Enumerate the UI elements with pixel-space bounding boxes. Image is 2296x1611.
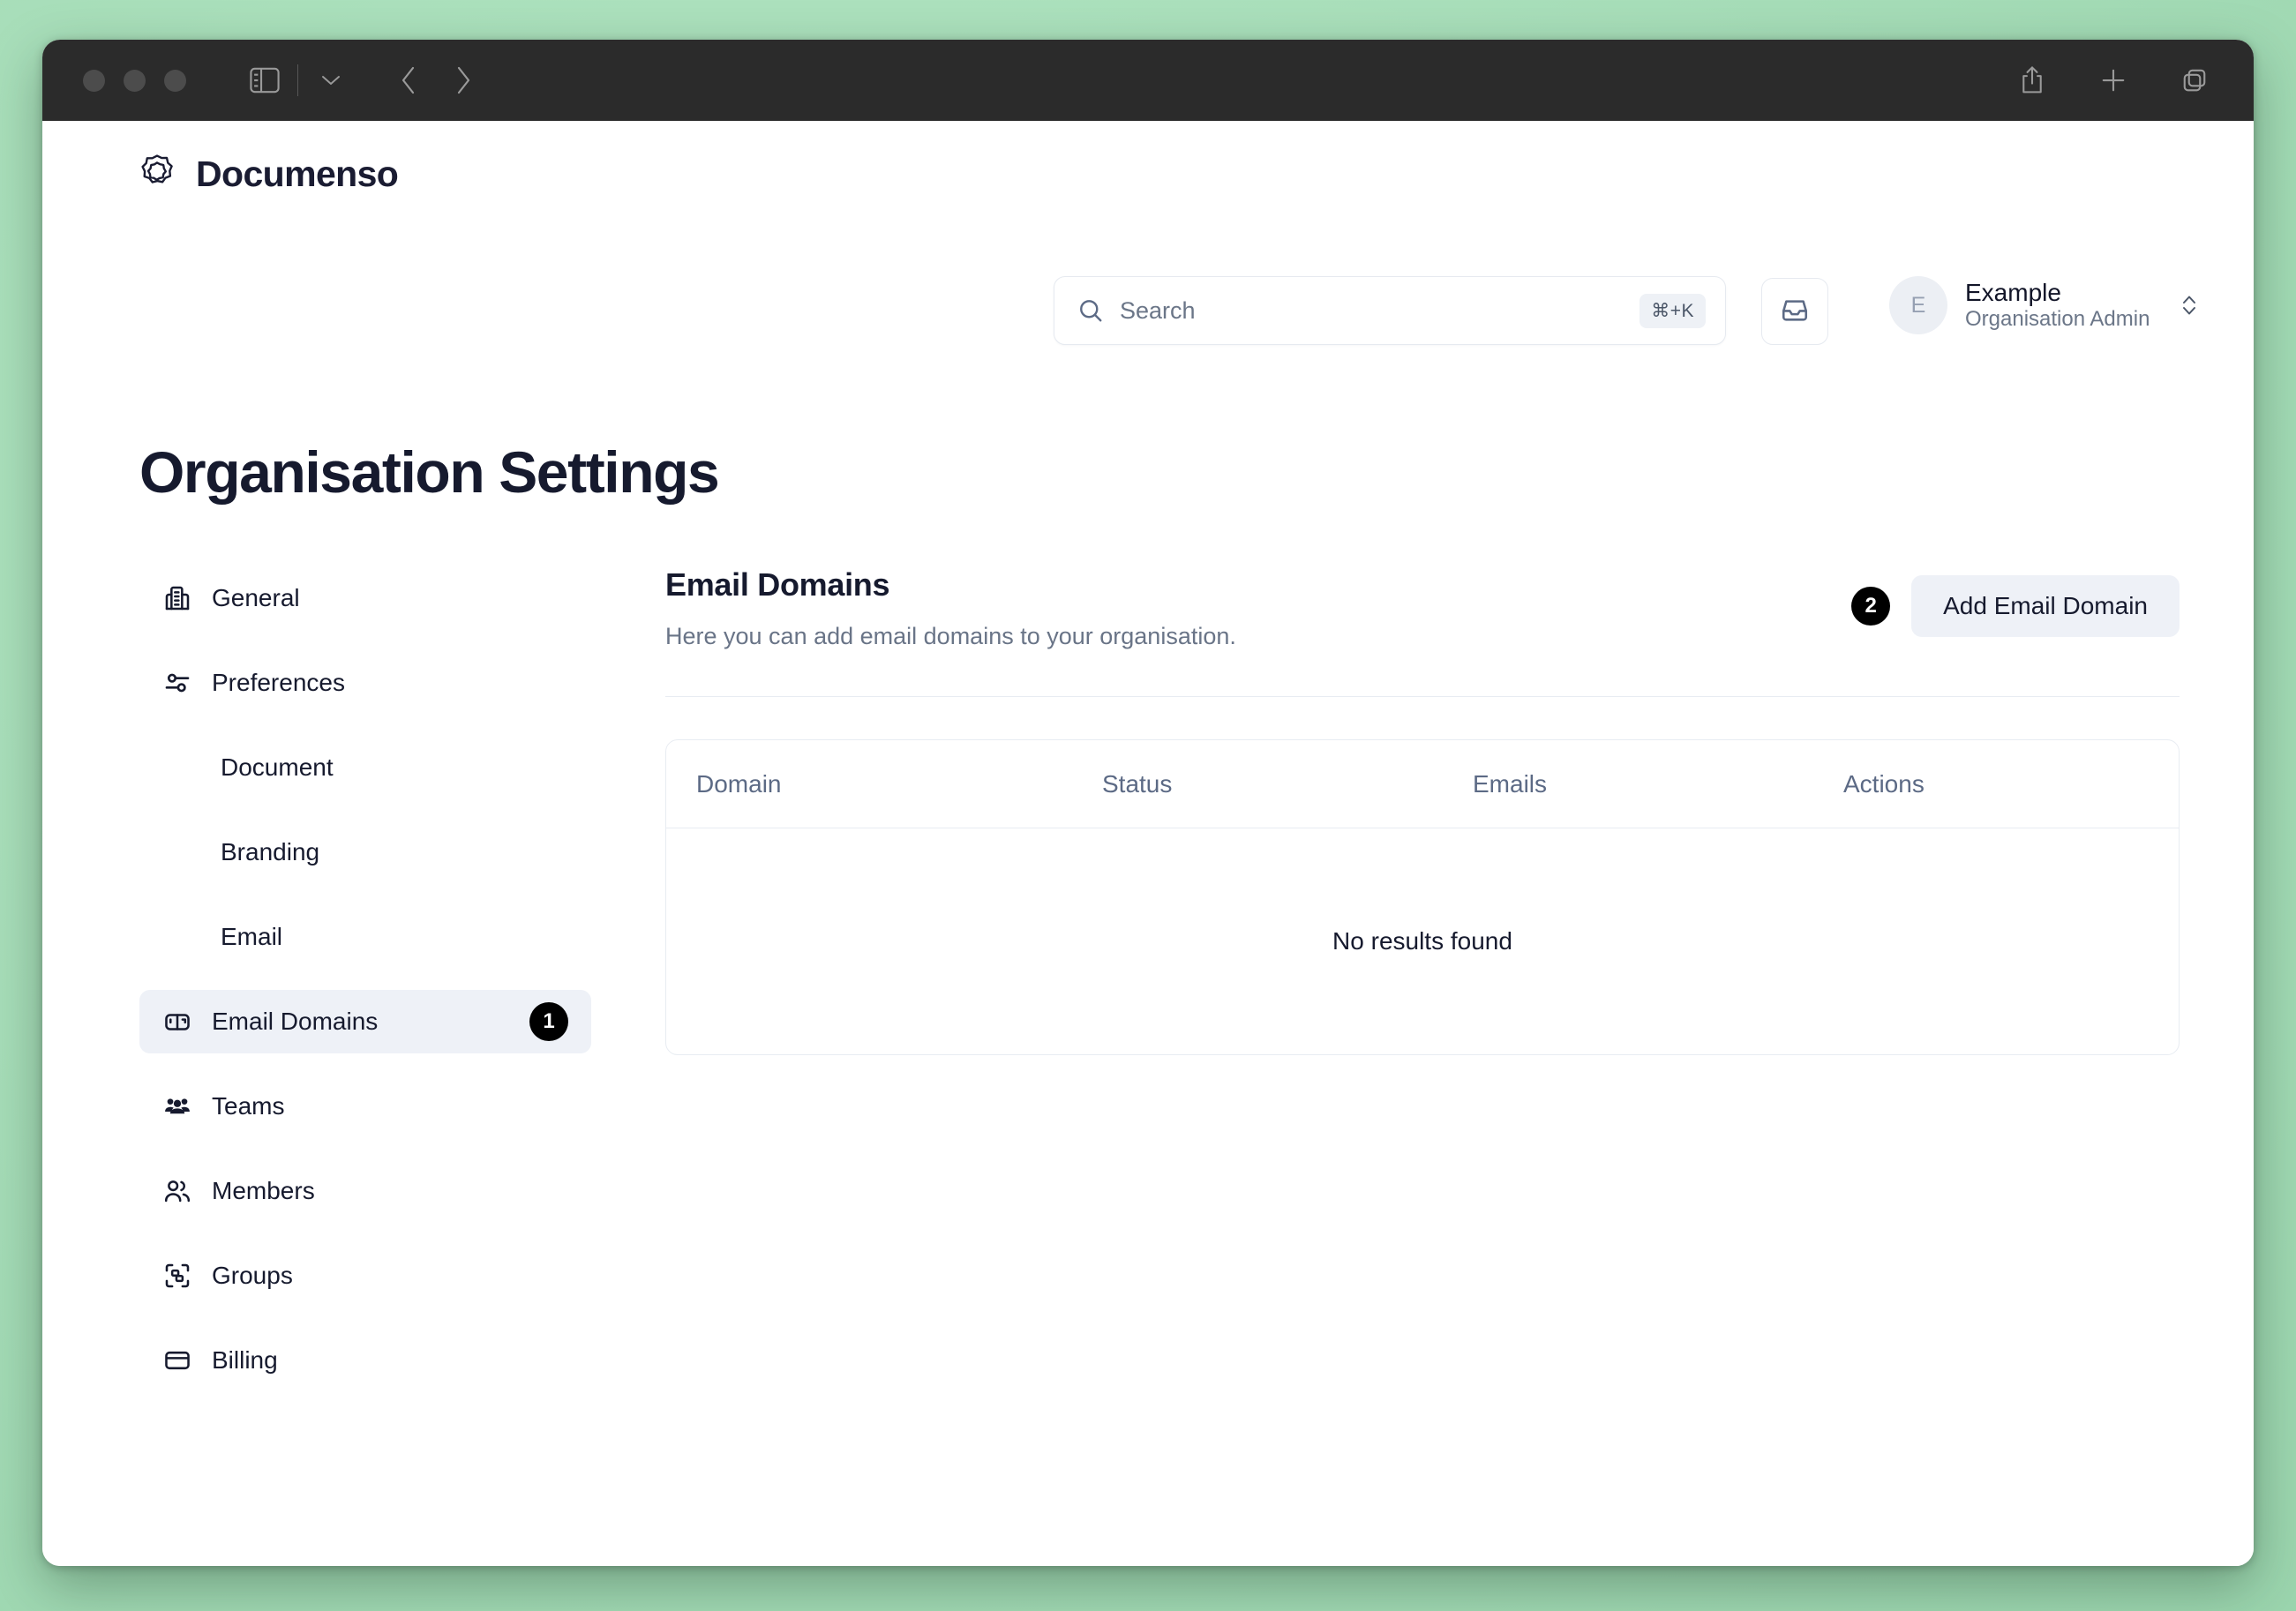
- titlebar-right-tools: [2005, 53, 2222, 108]
- settings-main-panel: Email Domains Here you can add email dom…: [627, 566, 2180, 1413]
- sidebar-item-label: Branding: [221, 838, 320, 865]
- forward-icon[interactable]: [436, 53, 491, 108]
- window-traffic-lights: [83, 69, 186, 92]
- section-header: Email Domains Here you can add email dom…: [665, 566, 2180, 650]
- search-placeholder: Search: [1120, 296, 1196, 324]
- sidebar-toggle-icon[interactable]: [237, 53, 292, 108]
- section-heading-group: Email Domains Here you can add email dom…: [665, 566, 1236, 650]
- documenso-logo-icon: [138, 153, 176, 196]
- inbox-icon: [1780, 295, 1810, 329]
- search-shortcut-hint: ⌘+K: [1639, 293, 1706, 328]
- section-divider: [665, 696, 2180, 697]
- column-header-emails: Emails: [1473, 769, 1548, 798]
- table-empty-state: No results found: [1332, 927, 1512, 955]
- tab-overview-icon[interactable]: [2167, 53, 2222, 108]
- account-role: Organisation Admin: [1965, 307, 2150, 332]
- sidebar-item-label: Teams: [212, 1092, 285, 1120]
- browser-window: Documenso Search ⌘+K: [42, 40, 2254, 1566]
- column-header-status: Status: [1102, 769, 1173, 798]
- table-header-row: Domain Status Emails Actions: [666, 740, 2179, 828]
- sidebar-item-document[interactable]: Document: [139, 736, 591, 799]
- sidebar-item-label: Document: [221, 753, 334, 781]
- minimize-window-button[interactable]: [124, 69, 146, 92]
- sidebar-item-email-domains[interactable]: Email Domains 1: [139, 990, 591, 1053]
- add-email-domain-button[interactable]: Add Email Domain: [1911, 575, 2180, 637]
- application-content: Documenso Search ⌘+K: [42, 121, 2254, 1566]
- sidebar-item-email[interactable]: Email: [139, 905, 591, 969]
- column-header-domain: Domain: [696, 769, 782, 798]
- members-icon: [162, 1176, 192, 1206]
- back-icon[interactable]: [381, 53, 436, 108]
- brand-logo[interactable]: Documenso: [138, 153, 399, 196]
- sidebar-item-label: Groups: [212, 1262, 293, 1289]
- email-domains-table: Domain Status Emails Actions No results …: [665, 739, 2180, 1055]
- sidebar-item-label: Members: [212, 1177, 315, 1204]
- settings-sidebar: General Preferences Document: [139, 566, 627, 1413]
- step-badge-2: 2: [1851, 587, 1891, 626]
- settings-body: General Preferences Document: [139, 566, 2180, 1413]
- sidebar-item-general[interactable]: General: [139, 566, 591, 630]
- sidebar-item-groups[interactable]: Groups: [139, 1244, 591, 1308]
- browser-titlebar: [42, 40, 2254, 121]
- titlebar-left-tools: [237, 53, 491, 108]
- section-description: Here you can add email domains to your o…: [665, 623, 1236, 649]
- sidebar-item-members[interactable]: Members: [139, 1159, 591, 1223]
- mailbox-icon: [162, 1007, 192, 1037]
- new-tab-icon[interactable]: [2086, 53, 2141, 108]
- page-title: Organisation Settings: [139, 439, 720, 505]
- close-window-button[interactable]: [83, 69, 105, 92]
- titlebar-divider: [297, 64, 298, 96]
- avatar: E: [1889, 276, 1947, 334]
- sliders-icon: [162, 668, 192, 698]
- credit-card-icon: [162, 1345, 192, 1375]
- users-group-icon: [162, 1091, 192, 1121]
- sidebar-item-label: Email: [221, 923, 283, 950]
- section-title: Email Domains: [665, 566, 890, 603]
- chevron-down-icon[interactable]: [304, 53, 358, 108]
- sidebar-item-label: Email Domains: [212, 1008, 379, 1035]
- search-input[interactable]: Search ⌘+K: [1054, 276, 1726, 345]
- building-icon: [162, 583, 192, 613]
- inbox-button[interactable]: [1761, 278, 1828, 345]
- account-name: Example: [1965, 279, 2061, 307]
- sidebar-item-preferences[interactable]: Preferences: [139, 651, 591, 715]
- sidebar-item-label: General: [212, 584, 300, 611]
- app-header: Documenso Search ⌘+K: [42, 121, 2254, 345]
- sidebar-item-label: Billing: [212, 1346, 278, 1374]
- sidebar-item-billing[interactable]: Billing: [139, 1329, 591, 1392]
- maximize-window-button[interactable]: [164, 69, 186, 92]
- share-icon[interactable]: [2005, 53, 2060, 108]
- section-actions: 2 Add Email Domain: [1851, 566, 2180, 637]
- sidebar-item-label: Preferences: [212, 669, 345, 696]
- account-menu[interactable]: E Example Organisation Admin: [1889, 276, 2199, 334]
- chevron-up-down-icon: [2180, 290, 2199, 320]
- column-header-actions: Actions: [1843, 769, 1925, 798]
- sidebar-item-branding[interactable]: Branding: [139, 820, 591, 884]
- sidebar-item-teams[interactable]: Teams: [139, 1075, 591, 1138]
- search-icon: [1077, 297, 1104, 324]
- groups-scan-icon: [162, 1261, 192, 1291]
- step-badge-1: 1: [529, 1002, 568, 1041]
- titlebar-navigation: [381, 53, 491, 108]
- account-text: Example Organisation Admin: [1965, 278, 2150, 332]
- brand-name: Documenso: [196, 153, 399, 194]
